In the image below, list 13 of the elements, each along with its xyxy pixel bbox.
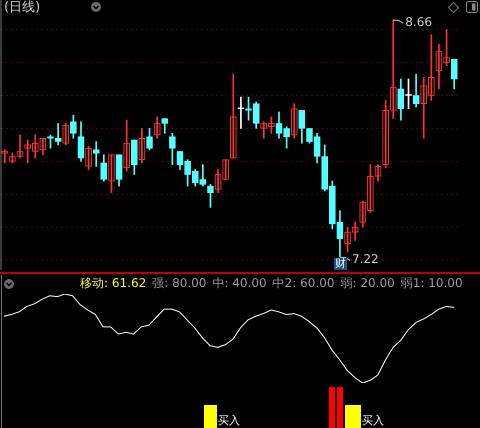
annotation: 财 xyxy=(334,257,347,270)
text: 买入 xyxy=(218,414,240,427)
chart-title: (日线) xyxy=(4,0,40,15)
text: 弱1: 10.00 xyxy=(400,276,463,290)
text: 弱: 20.00 xyxy=(340,276,395,290)
text: 中2: 60.00 xyxy=(272,276,335,290)
text: 买入 xyxy=(362,414,384,427)
annotation: 7.22 xyxy=(352,252,379,266)
text: 移动: 61.62 xyxy=(80,276,146,290)
annotation: 8.66 xyxy=(405,14,432,29)
text: 强: 80.00 xyxy=(152,276,206,290)
candlestick xyxy=(405,78,412,109)
text: 中: 40.00 xyxy=(212,276,267,290)
